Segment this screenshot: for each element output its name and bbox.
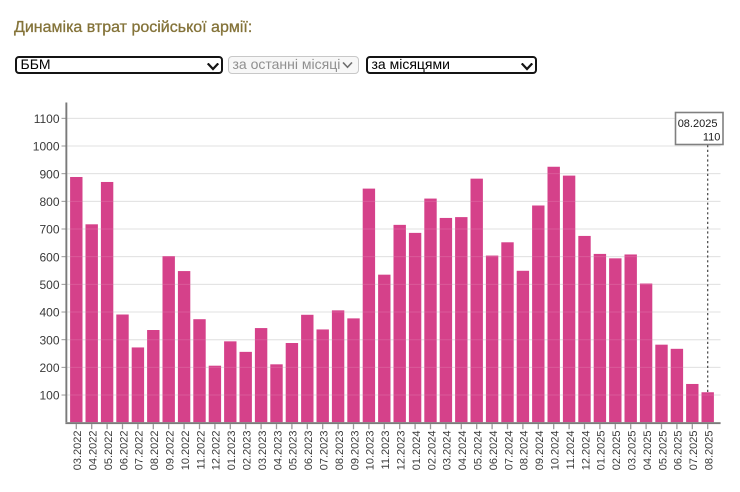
svg-text:12.2024: 12.2024 [580,431,592,471]
svg-text:05.2024: 05.2024 [473,431,485,471]
svg-text:09.2023: 09.2023 [349,431,361,471]
svg-text:02.2023: 02.2023 [241,431,253,471]
svg-text:600: 600 [39,250,59,264]
svg-text:200: 200 [39,361,59,375]
svg-text:08.2025: 08.2025 [704,431,716,471]
svg-text:03.2024: 03.2024 [442,431,454,471]
svg-text:900: 900 [39,167,59,181]
svg-text:500: 500 [39,278,59,292]
svg-text:1000: 1000 [33,140,60,154]
svg-text:10.2022: 10.2022 [180,431,192,471]
svg-text:08.2022: 08.2022 [149,431,161,471]
svg-text:08.2023: 08.2023 [334,431,346,471]
svg-text:03.2025: 03.2025 [627,431,639,471]
svg-text:04.2024: 04.2024 [457,431,469,471]
svg-text:06.2022: 06.2022 [118,431,130,471]
svg-text:09.2024: 09.2024 [534,431,546,471]
svg-text:01.2025: 01.2025 [596,431,608,471]
svg-text:07.2025: 07.2025 [688,431,700,471]
svg-text:01.2023: 01.2023 [226,431,238,471]
svg-text:300: 300 [39,333,59,347]
svg-text:05.2025: 05.2025 [657,431,669,471]
svg-text:07.2024: 07.2024 [503,431,515,471]
svg-text:04.2023: 04.2023 [272,431,284,471]
svg-text:06.2024: 06.2024 [488,430,500,470]
svg-text:12.2023: 12.2023 [396,431,408,471]
svg-text:05.2022: 05.2022 [103,431,115,471]
svg-text:02.2024: 02.2024 [426,431,438,471]
svg-text:110: 110 [703,132,721,144]
svg-text:10.2023: 10.2023 [365,431,377,471]
svg-text:04.2025: 04.2025 [642,431,654,471]
svg-text:07.2023: 07.2023 [319,431,331,471]
svg-text:05.2023: 05.2023 [288,431,300,471]
svg-text:06.2025: 06.2025 [673,431,685,471]
svg-text:01.2024: 01.2024 [411,431,423,471]
svg-text:12.2022: 12.2022 [211,431,223,471]
svg-text:400: 400 [39,306,59,320]
svg-text:700: 700 [39,223,59,237]
svg-text:03.2023: 03.2023 [257,431,269,471]
svg-text:11.2023: 11.2023 [380,431,392,470]
svg-text:08.2024: 08.2024 [519,431,531,471]
svg-text:11.2022: 11.2022 [195,431,207,470]
svg-text:07.2022: 07.2022 [134,431,146,471]
svg-text:09.2022: 09.2022 [164,431,176,471]
svg-text:04.2022: 04.2022 [87,431,99,471]
svg-text:03.2022: 03.2022 [72,431,84,471]
svg-text:800: 800 [39,195,59,209]
svg-text:10.2024: 10.2024 [550,431,562,471]
svg-text:06.2023: 06.2023 [303,431,315,471]
svg-text:100: 100 [39,389,59,403]
svg-text:02.2025: 02.2025 [611,431,623,471]
svg-text:08.2025: 08.2025 [678,118,718,130]
svg-text:11.2024: 11.2024 [565,431,577,470]
svg-text:1100: 1100 [34,112,60,126]
